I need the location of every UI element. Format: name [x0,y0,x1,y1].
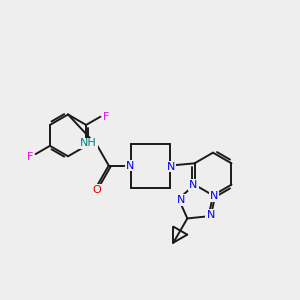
Text: F: F [103,112,110,122]
Text: O: O [92,185,101,195]
Text: NH: NH [80,138,97,148]
Text: N: N [125,160,134,170]
Text: N: N [206,210,215,220]
Text: F: F [26,152,33,162]
Text: N: N [167,161,176,172]
Text: N: N [189,180,198,190]
Text: N: N [210,191,218,201]
Text: N: N [176,195,185,205]
